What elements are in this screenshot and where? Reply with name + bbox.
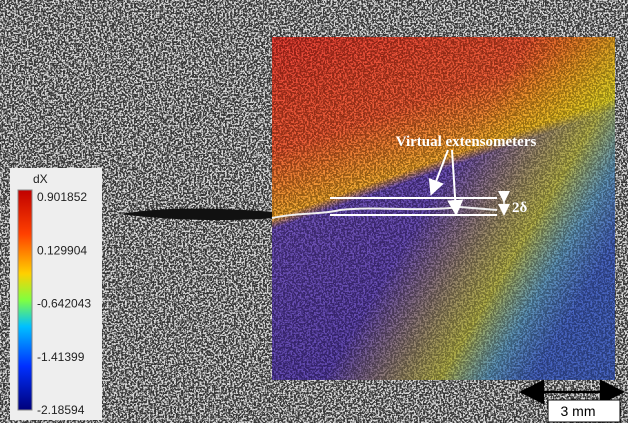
annotation-arrow	[447, 149, 464, 216]
colorbar-label: -0.642043	[37, 297, 91, 311]
colorbar-label: -1.41399	[37, 350, 85, 364]
colorbar-label: 0.901852	[37, 190, 87, 204]
scale-bar-label: 3 mm	[561, 403, 596, 419]
annotation-arrow	[428, 149, 449, 196]
colorbar	[17, 189, 33, 411]
colorbar-labels: 0.901852 0.129904 -0.642043 -1.41399 -2.1859…	[37, 190, 91, 417]
colorbar-label: -2.18594	[37, 403, 85, 417]
opening-label: 2δ	[512, 200, 528, 216]
colorbar-label: 0.129904	[37, 243, 87, 257]
colorbar-title: dX	[33, 172, 48, 186]
scale-bar-box	[547, 399, 621, 423]
crack-front	[271, 205, 498, 219]
crack	[120, 208, 275, 221]
annotation-label: Virtual extensometers	[396, 134, 537, 150]
